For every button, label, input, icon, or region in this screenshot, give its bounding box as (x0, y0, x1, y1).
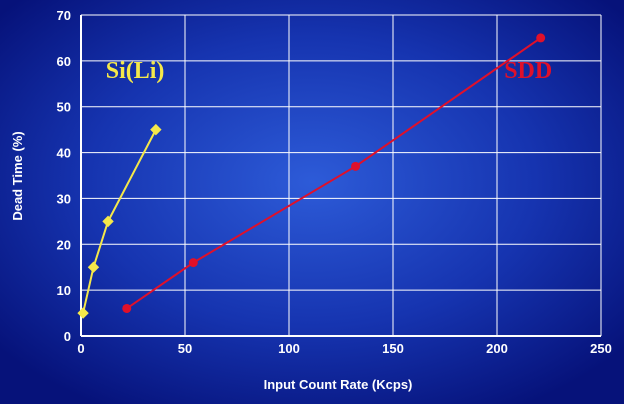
series-label: Si(Li) (106, 58, 165, 84)
series-line (82, 129, 157, 314)
x-tick-label: 50 (178, 341, 192, 356)
grid (80, 14, 602, 337)
x-tick-label: 150 (382, 341, 404, 356)
y-tick-label: 30 (57, 191, 71, 206)
y-tick-label: 0 (64, 329, 71, 344)
data-point (536, 33, 546, 43)
x-tick-label: 100 (278, 341, 300, 356)
y-tick-label: 20 (57, 237, 71, 252)
y-tick-label: 70 (57, 8, 71, 23)
series-line (126, 37, 542, 310)
series-label: SDD (504, 58, 552, 84)
series-group: Si(Li) (77, 58, 165, 319)
data-point (122, 303, 132, 313)
x-axis-title: Input Count Rate (Kcps) (264, 377, 413, 392)
data-point (102, 215, 114, 228)
axes: 0 50 100 150 200 250 0 10 20 30 40 50 60 70 (57, 8, 612, 356)
y-axis-title: Dead Time (%) (10, 131, 25, 220)
data-point (87, 261, 100, 273)
y-tick-label: 10 (57, 283, 71, 298)
y-tick-label: 50 (57, 100, 71, 115)
data-point (351, 161, 361, 171)
data-point (150, 123, 162, 136)
x-tick-label: 0 (77, 341, 84, 356)
y-tick-label: 40 (57, 146, 71, 161)
data-point (188, 258, 198, 268)
y-tick-label: 60 (57, 54, 71, 69)
series-group: SDD (122, 33, 552, 313)
data-point (77, 307, 89, 319)
x-tick-label: 200 (486, 341, 508, 356)
x-tick-label: 250 (590, 341, 612, 356)
series: Si(Li) SDD (77, 33, 552, 319)
